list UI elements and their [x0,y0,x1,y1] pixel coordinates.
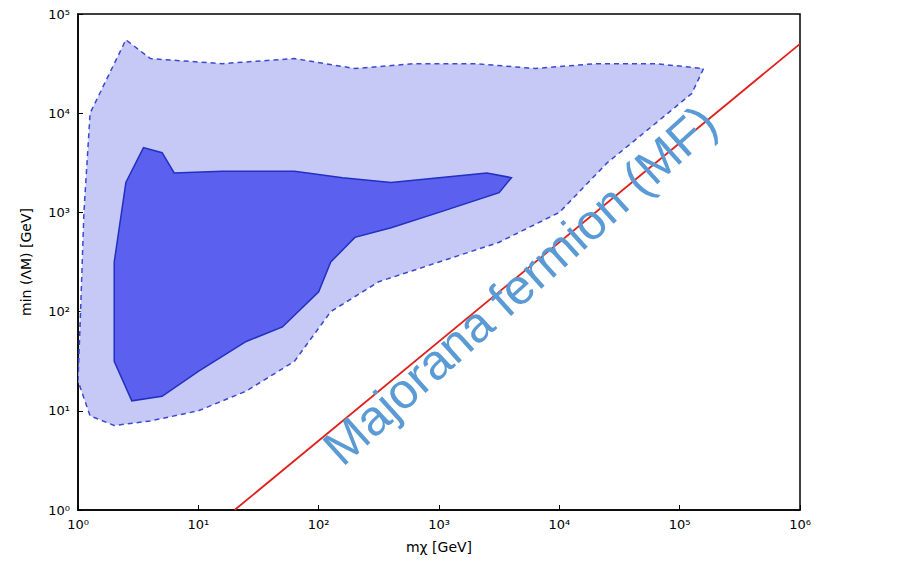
svg-text:min (ΛM) [GeV]: min (ΛM) [GeV] [18,208,34,316]
svg-text:10⁵: 10⁵ [669,517,691,532]
svg-text:10²: 10² [308,517,330,532]
svg-text:10⁴: 10⁴ [548,517,570,532]
svg-text:Majorana fermion (MF): Majorana fermion (MF) [312,94,727,476]
svg-text:10⁰: 10⁰ [48,503,70,518]
svg-text:10¹: 10¹ [48,403,70,418]
svg-text:10⁶: 10⁶ [789,517,811,532]
svg-text:mχ [GeV]: mχ [GeV] [406,539,472,555]
svg-text:10⁰: 10⁰ [67,517,89,532]
svg-text:10¹: 10¹ [187,517,209,532]
svg-text:10³: 10³ [48,205,70,220]
svg-text:10⁴: 10⁴ [48,106,70,121]
svg-text:10²: 10² [48,304,70,319]
svg-text:10⁵: 10⁵ [48,7,70,22]
svg-text:10³: 10³ [428,517,450,532]
